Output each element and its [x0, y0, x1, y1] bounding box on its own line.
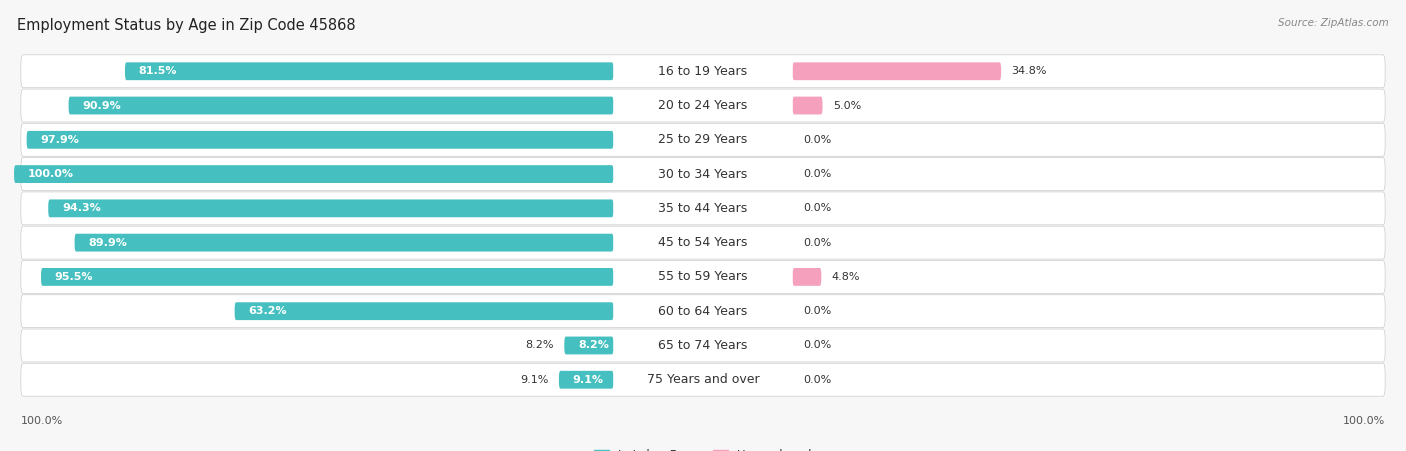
FancyBboxPatch shape	[75, 234, 613, 252]
FancyBboxPatch shape	[613, 199, 793, 218]
FancyBboxPatch shape	[21, 89, 1385, 122]
FancyBboxPatch shape	[27, 131, 613, 149]
FancyBboxPatch shape	[21, 329, 1385, 362]
FancyBboxPatch shape	[613, 165, 793, 184]
FancyBboxPatch shape	[793, 62, 1001, 80]
FancyBboxPatch shape	[14, 165, 613, 183]
FancyBboxPatch shape	[21, 55, 1385, 87]
Text: 100.0%: 100.0%	[28, 169, 75, 179]
FancyBboxPatch shape	[69, 97, 613, 115]
Text: 0.0%: 0.0%	[803, 238, 831, 248]
Text: 0.0%: 0.0%	[803, 341, 831, 350]
FancyBboxPatch shape	[613, 336, 793, 355]
Text: 75 Years and over: 75 Years and over	[647, 373, 759, 386]
FancyBboxPatch shape	[21, 124, 1385, 156]
FancyBboxPatch shape	[48, 199, 613, 217]
FancyBboxPatch shape	[235, 302, 613, 320]
Text: 81.5%: 81.5%	[139, 66, 177, 76]
Text: 5.0%: 5.0%	[832, 101, 860, 110]
Text: 9.1%: 9.1%	[572, 375, 603, 385]
FancyBboxPatch shape	[21, 295, 1385, 327]
FancyBboxPatch shape	[41, 268, 613, 286]
Text: Source: ZipAtlas.com: Source: ZipAtlas.com	[1278, 18, 1389, 28]
Text: 35 to 44 Years: 35 to 44 Years	[658, 202, 748, 215]
FancyBboxPatch shape	[613, 96, 793, 115]
Text: 9.1%: 9.1%	[520, 375, 548, 385]
FancyBboxPatch shape	[793, 268, 821, 286]
Text: 8.2%: 8.2%	[578, 341, 609, 350]
Text: 89.9%: 89.9%	[89, 238, 128, 248]
FancyBboxPatch shape	[21, 192, 1385, 225]
Text: 100.0%: 100.0%	[21, 416, 63, 426]
FancyBboxPatch shape	[613, 233, 793, 252]
Text: 8.2%: 8.2%	[526, 341, 554, 350]
Text: 95.5%: 95.5%	[55, 272, 93, 282]
Text: 97.9%: 97.9%	[41, 135, 79, 145]
FancyBboxPatch shape	[564, 336, 613, 354]
Legend: In Labor Force, Unemployed: In Labor Force, Unemployed	[589, 444, 817, 451]
Text: 20 to 24 Years: 20 to 24 Years	[658, 99, 748, 112]
FancyBboxPatch shape	[793, 97, 823, 115]
FancyBboxPatch shape	[560, 371, 613, 389]
FancyBboxPatch shape	[613, 62, 793, 81]
Text: 30 to 34 Years: 30 to 34 Years	[658, 168, 748, 180]
FancyBboxPatch shape	[21, 261, 1385, 293]
FancyBboxPatch shape	[21, 158, 1385, 190]
FancyBboxPatch shape	[613, 302, 793, 321]
Text: 100.0%: 100.0%	[1343, 416, 1385, 426]
Text: 0.0%: 0.0%	[803, 169, 831, 179]
Text: 60 to 64 Years: 60 to 64 Years	[658, 305, 748, 318]
Text: 63.2%: 63.2%	[249, 306, 287, 316]
Text: 0.0%: 0.0%	[803, 375, 831, 385]
Text: 16 to 19 Years: 16 to 19 Years	[658, 65, 748, 78]
Text: 0.0%: 0.0%	[803, 306, 831, 316]
FancyBboxPatch shape	[613, 130, 793, 149]
Text: 90.9%: 90.9%	[83, 101, 121, 110]
Text: 25 to 29 Years: 25 to 29 Years	[658, 133, 748, 146]
Text: 34.8%: 34.8%	[1011, 66, 1047, 76]
Text: 45 to 54 Years: 45 to 54 Years	[658, 236, 748, 249]
Text: 0.0%: 0.0%	[803, 135, 831, 145]
Text: 55 to 59 Years: 55 to 59 Years	[658, 271, 748, 283]
FancyBboxPatch shape	[21, 364, 1385, 396]
Text: 0.0%: 0.0%	[803, 203, 831, 213]
FancyBboxPatch shape	[613, 370, 793, 389]
Text: 94.3%: 94.3%	[62, 203, 101, 213]
FancyBboxPatch shape	[21, 226, 1385, 259]
Text: 65 to 74 Years: 65 to 74 Years	[658, 339, 748, 352]
FancyBboxPatch shape	[125, 62, 613, 80]
FancyBboxPatch shape	[613, 267, 793, 286]
Text: 4.8%: 4.8%	[832, 272, 860, 282]
Text: Employment Status by Age in Zip Code 45868: Employment Status by Age in Zip Code 458…	[17, 18, 356, 33]
